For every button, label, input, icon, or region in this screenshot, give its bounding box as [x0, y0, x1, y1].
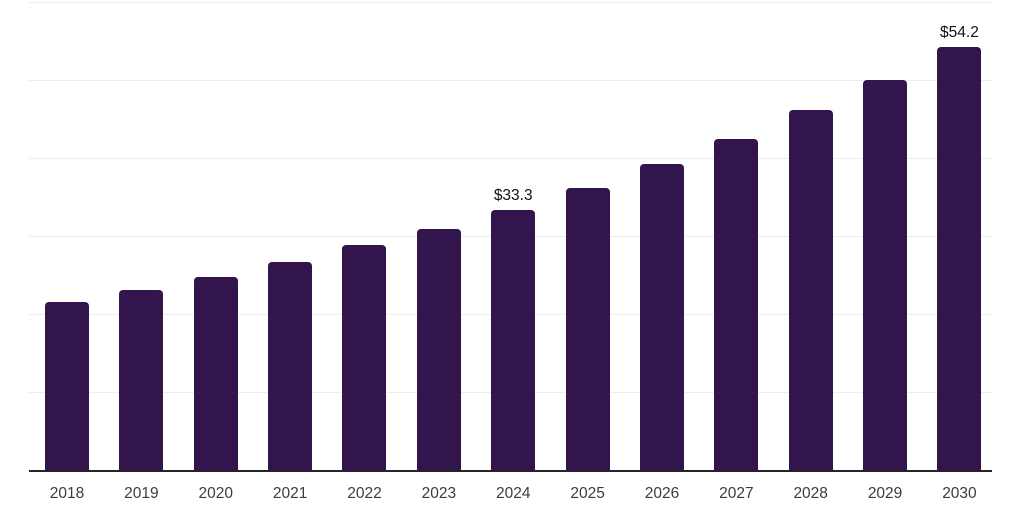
bar-2020: [193, 276, 238, 470]
x-tick-label-2023: 2023: [421, 485, 457, 502]
x-tick-label-2020: 2020: [198, 485, 233, 502]
bar-2019: [119, 289, 164, 470]
bar-2025: [565, 188, 610, 470]
bar-2028: [788, 110, 833, 470]
bar-2018: [45, 302, 89, 470]
bar-2024: [491, 210, 536, 470]
x-tick-label-2029: 2029: [867, 485, 903, 502]
bar-2023: [416, 228, 461, 470]
data-label-2024: $33.3: [493, 187, 533, 205]
gridline-40: [29, 158, 992, 159]
x-tick-label-2027: 2027: [719, 485, 754, 502]
gridline-60: [29, 2, 992, 3]
x-tick-label-2024: 2024: [495, 485, 531, 502]
x-tick-label-2018: 2018: [49, 485, 85, 502]
x-axis-line: [29, 470, 992, 472]
x-tick-label-2019: 2019: [124, 485, 159, 502]
x-tick-label-2025: 2025: [570, 485, 605, 502]
x-tick-label-2028: 2028: [793, 485, 828, 502]
plot-area: $33.3 $54.2: [29, 2, 992, 472]
bar-2030: [937, 47, 982, 470]
bar-2026: [639, 164, 684, 470]
bar-2029: [863, 80, 908, 470]
data-label-2030: $54.2: [940, 24, 979, 42]
bar-2021: [268, 261, 313, 470]
x-tick-label-2026: 2026: [644, 485, 680, 502]
bar-2022: [342, 245, 387, 470]
bar-2027: [714, 138, 759, 470]
x-tick-label-2030: 2030: [942, 485, 977, 502]
x-tick-label-2021: 2021: [272, 485, 308, 502]
gridline-50: [29, 80, 992, 81]
x-tick-label-2022: 2022: [347, 485, 382, 502]
